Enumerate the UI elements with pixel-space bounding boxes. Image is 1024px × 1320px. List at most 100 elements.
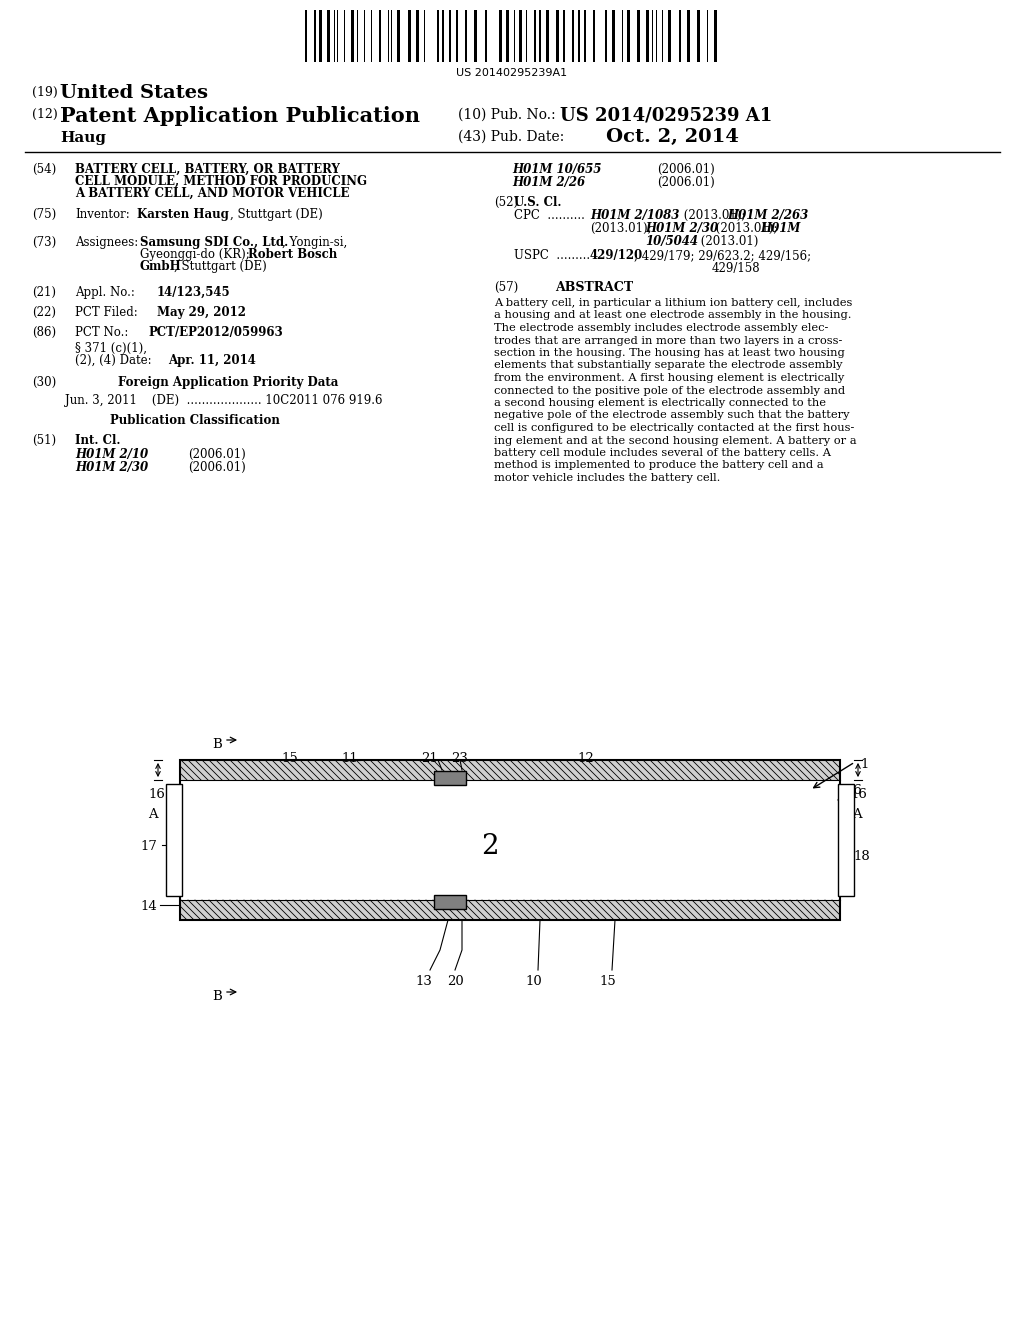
Text: Oct. 2, 2014: Oct. 2, 2014 xyxy=(606,128,739,147)
Text: 10/5044: 10/5044 xyxy=(645,235,698,248)
Text: (54): (54) xyxy=(32,162,56,176)
Text: ABSTRACT: ABSTRACT xyxy=(555,281,633,294)
Bar xyxy=(669,11,672,62)
Text: , Yongin-si,: , Yongin-si, xyxy=(282,236,347,249)
Bar xyxy=(637,11,640,62)
Bar xyxy=(416,11,419,62)
Text: (2006.01): (2006.01) xyxy=(188,447,246,461)
Text: Patent Application Publication: Patent Application Publication xyxy=(60,106,420,125)
Text: B: B xyxy=(212,738,222,751)
Text: (57): (57) xyxy=(494,281,518,294)
Text: A BATTERY CELL, AND MOTOR VEHICLE: A BATTERY CELL, AND MOTOR VEHICLE xyxy=(75,187,349,201)
Text: method is implemented to produce the battery cell and a: method is implemented to produce the bat… xyxy=(494,461,823,470)
Text: 13: 13 xyxy=(416,975,432,987)
Bar xyxy=(579,11,580,62)
Bar xyxy=(519,11,522,62)
Text: (2006.01): (2006.01) xyxy=(657,176,715,189)
Text: Int. Cl.: Int. Cl. xyxy=(75,434,121,447)
Text: 18: 18 xyxy=(853,850,869,863)
Bar xyxy=(838,784,854,896)
Bar xyxy=(584,11,587,62)
Bar xyxy=(680,11,681,62)
Bar xyxy=(526,11,527,62)
Bar xyxy=(500,11,502,62)
Text: 21: 21 xyxy=(422,752,438,766)
Text: cell is configured to be electrically contacted at the first hous-: cell is configured to be electrically co… xyxy=(494,422,854,433)
Text: (2), (4) Date:: (2), (4) Date: xyxy=(75,354,152,367)
Text: Gyeonggi-do (KR);: Gyeonggi-do (KR); xyxy=(140,248,250,261)
Text: (43) Pub. Date:: (43) Pub. Date: xyxy=(458,129,564,144)
Text: (2013.01);: (2013.01); xyxy=(680,209,745,222)
Text: PCT/EP2012/059963: PCT/EP2012/059963 xyxy=(148,326,283,339)
Bar xyxy=(0,680,1024,1100)
Bar xyxy=(397,11,400,62)
Text: motor vehicle includes the battery cell.: motor vehicle includes the battery cell. xyxy=(494,473,720,483)
Bar xyxy=(662,11,663,62)
Text: 14: 14 xyxy=(140,900,157,913)
Text: battery cell module includes several of the battery cells. A: battery cell module includes several of … xyxy=(494,447,831,458)
Text: 16: 16 xyxy=(845,784,862,797)
Text: (86): (86) xyxy=(32,326,56,339)
Bar xyxy=(441,11,444,62)
Text: 1: 1 xyxy=(860,758,868,771)
Bar xyxy=(456,11,458,62)
Bar xyxy=(337,11,338,62)
Text: A: A xyxy=(148,808,158,821)
Text: (10) Pub. No.:: (10) Pub. No.: xyxy=(458,108,556,121)
Text: CPC  ..........: CPC .......... xyxy=(514,209,585,222)
Text: Robert Bosch: Robert Bosch xyxy=(248,248,337,261)
Text: May 29, 2012: May 29, 2012 xyxy=(157,306,246,319)
Bar xyxy=(563,11,565,62)
Bar xyxy=(437,11,439,62)
Text: −: − xyxy=(167,838,178,851)
Text: A: A xyxy=(852,808,861,821)
Text: H01M 2/263: H01M 2/263 xyxy=(727,209,808,222)
Text: 15: 15 xyxy=(282,752,298,766)
Text: ; 429/179; 29/623.2; 429/156;: ; 429/179; 29/623.2; 429/156; xyxy=(634,249,811,261)
Text: A battery cell, in particular a lithium ion battery cell, includes: A battery cell, in particular a lithium … xyxy=(494,298,852,308)
Bar xyxy=(371,11,373,62)
Text: connected to the positive pole of the electrode assembly and: connected to the positive pole of the el… xyxy=(494,385,845,396)
Text: US 2014/0295239 A1: US 2014/0295239 A1 xyxy=(560,106,772,124)
Text: 2: 2 xyxy=(481,833,499,859)
Bar xyxy=(166,784,182,896)
Bar xyxy=(485,11,487,62)
Bar xyxy=(593,11,595,62)
Bar xyxy=(180,900,840,920)
Bar xyxy=(611,11,614,62)
Text: Jun. 3, 2011    (DE)  .................... 10C2011 076 919.6: Jun. 3, 2011 (DE) .................... 1… xyxy=(65,393,383,407)
Text: GmbH: GmbH xyxy=(140,260,181,273)
Text: trodes that are arranged in more than two layers in a cross-: trodes that are arranged in more than tw… xyxy=(494,335,843,346)
Text: (2013.01): (2013.01) xyxy=(697,235,759,248)
Text: US 20140295239A1: US 20140295239A1 xyxy=(457,69,567,78)
Bar xyxy=(328,11,330,62)
Bar xyxy=(434,895,466,909)
Text: , Stuttgart (DE): , Stuttgart (DE) xyxy=(230,209,323,220)
Text: (30): (30) xyxy=(32,376,56,389)
Text: 17: 17 xyxy=(140,840,157,853)
Text: Karsten Haug: Karsten Haug xyxy=(137,209,229,220)
Bar xyxy=(424,11,425,62)
Text: Assignees:: Assignees: xyxy=(75,236,138,249)
Text: (2013.01);: (2013.01); xyxy=(590,222,651,235)
Text: The electrode assembly includes electrode assembly elec-: The electrode assembly includes electrod… xyxy=(494,323,828,333)
Bar xyxy=(514,11,515,62)
Text: (52): (52) xyxy=(494,195,518,209)
Text: 11: 11 xyxy=(342,752,358,766)
Text: 429/158: 429/158 xyxy=(712,261,761,275)
Bar xyxy=(687,11,690,62)
Text: Appl. No.:: Appl. No.: xyxy=(75,286,135,300)
Text: United States: United States xyxy=(60,84,208,102)
Bar xyxy=(622,11,623,62)
Text: (21): (21) xyxy=(32,286,56,300)
Bar xyxy=(546,11,549,62)
Text: from the environment. A first housing element is electrically: from the environment. A first housing el… xyxy=(494,374,844,383)
Text: a housing and at least one electrode assembly in the housing.: a housing and at least one electrode ass… xyxy=(494,310,852,321)
Text: 429/120: 429/120 xyxy=(590,249,643,261)
Text: Haug: Haug xyxy=(60,131,106,145)
Text: CELL MODULE, METHOD FOR PRODUCING: CELL MODULE, METHOD FOR PRODUCING xyxy=(75,176,367,187)
Text: H01M 10/655: H01M 10/655 xyxy=(512,162,601,176)
Bar xyxy=(180,780,840,900)
Bar xyxy=(540,11,541,62)
Text: (2013.01);: (2013.01); xyxy=(712,222,777,235)
